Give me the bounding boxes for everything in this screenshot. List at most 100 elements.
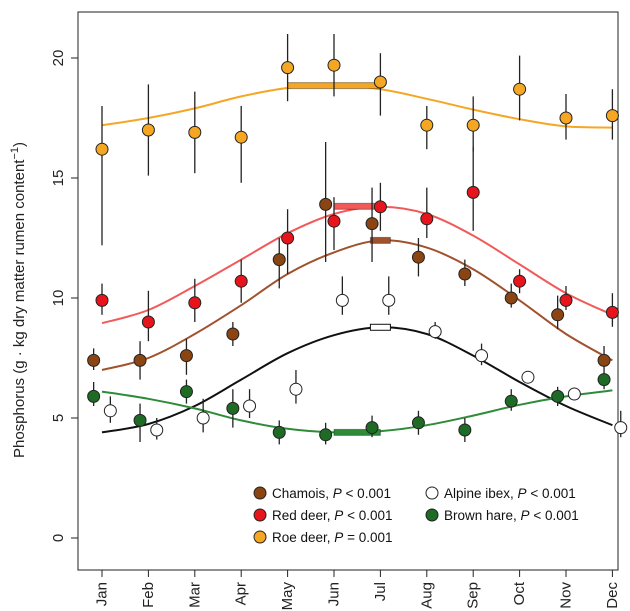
point-chamois [272, 253, 286, 267]
point-chamois [411, 250, 425, 264]
point-roe-deer [559, 111, 573, 125]
point-chamois [458, 267, 472, 281]
curve-chamois [101, 239, 613, 371]
legend-marker-alpine-ibex [425, 486, 439, 500]
point-red-deer [605, 305, 619, 319]
point-roe-deer [327, 58, 341, 72]
legend-marker-red-deer [253, 508, 267, 522]
point-brown-hare [87, 389, 101, 403]
y-axis-title: Phosphorus (g · kg dry matter rumen cont… [9, 142, 28, 458]
point-alpine-ibex [196, 411, 210, 425]
legend-label-brown-hare: Brown hare, P < 0.001 [444, 508, 579, 523]
plot-frame [77, 11, 619, 571]
point-roe-deer [141, 123, 155, 137]
peak-bar-red-deer [333, 202, 381, 210]
peak-bar-brown-hare [333, 428, 381, 436]
point-red-deer [95, 293, 109, 307]
y-tick-label: 10 [50, 290, 67, 307]
point-chamois [226, 327, 240, 341]
y-axis: 0 5 10 15 20 [50, 50, 78, 542]
point-alpine-ibex [521, 370, 535, 384]
curve-red-deer [101, 205, 613, 325]
x-tick-label: Jul [372, 582, 389, 601]
point-red-deer [281, 231, 295, 245]
x-tick-label: Sep [465, 582, 482, 609]
point-alpine-ibex [428, 325, 442, 339]
point-chamois [179, 349, 193, 363]
legend-series-name: Roe deer, [272, 530, 334, 545]
point-red-deer [559, 293, 573, 307]
x-axis: Jan Feb Mar Apr May Jun Jul Aug Sep Oct Nov Dec [94, 570, 621, 610]
x-tick-label: Feb [140, 582, 157, 608]
point-alpine-ibex [382, 293, 396, 307]
point-roe-deer [95, 142, 109, 156]
point-brown-hare [319, 428, 333, 442]
data-points [87, 58, 628, 442]
point-alpine-ibex [243, 399, 257, 413]
legend-series-name: Brown hare, [444, 508, 521, 523]
point-alpine-ibex [475, 349, 489, 363]
legend-p-value: = 0.001 [343, 530, 392, 545]
point-chamois [319, 197, 333, 211]
point-alpine-ibex [289, 382, 303, 396]
x-tick-label: Aug [418, 582, 435, 609]
point-red-deer [420, 212, 434, 226]
plot-border [77, 11, 619, 571]
x-tick-label: May [279, 582, 296, 611]
y-tick-label: 0 [50, 534, 67, 542]
y-axis-title-main: Phosphorus (g · kg dry matter rumen cont… [11, 159, 28, 458]
point-brown-hare [133, 413, 147, 427]
legend-marker-chamois [253, 486, 267, 500]
point-brown-hare [411, 416, 425, 430]
legend-p-value: < 0.001 [527, 486, 576, 501]
y-axis-title-end: ) [11, 142, 28, 147]
point-red-deer [327, 214, 341, 228]
legend-p-symbol: P [521, 508, 530, 523]
legend-series-name: Red deer, [272, 508, 334, 523]
y-tick-label: 5 [50, 414, 67, 422]
point-roe-deer [373, 75, 387, 89]
legend-p-value: < 0.001 [343, 508, 392, 523]
legend-series-name: Alpine ibex, [444, 486, 518, 501]
point-red-deer [466, 185, 480, 199]
x-tick-label: Dec [604, 582, 621, 609]
point-chamois [87, 353, 101, 367]
legend: Chamois, P < 0.001 Alpine ibex, P < 0.001… [253, 486, 579, 545]
point-red-deer [188, 296, 202, 310]
curve-roe-deer [101, 84, 613, 129]
legend-p-symbol: P [333, 486, 342, 501]
point-alpine-ibex [103, 404, 117, 418]
point-brown-hare [272, 425, 286, 439]
peak-bar-alpine-ibex [369, 323, 391, 331]
point-alpine-ibex [567, 387, 581, 401]
point-brown-hare [179, 385, 193, 399]
point-alpine-ibex [335, 293, 349, 307]
legend-marker-brown-hare [425, 508, 439, 522]
point-brown-hare [504, 394, 518, 408]
x-tick-label: Oct [511, 581, 528, 605]
point-roe-deer [605, 109, 619, 123]
legend-series-name: Chamois, [272, 486, 333, 501]
point-chamois [597, 353, 611, 367]
point-red-deer [234, 274, 248, 288]
legend-p-value: < 0.001 [530, 508, 579, 523]
y-tick-label: 20 [50, 50, 67, 67]
point-brown-hare [226, 401, 240, 415]
y-axis-title-sup: −1 [9, 147, 21, 160]
point-roe-deer [466, 118, 480, 132]
legend-p-symbol: P [518, 486, 527, 501]
point-chamois [133, 353, 147, 367]
legend-p-symbol: P [334, 530, 343, 545]
y-tick-label: 15 [50, 170, 67, 187]
x-tick-label: Jan [94, 582, 111, 606]
point-roe-deer [281, 61, 295, 75]
fitted-curves [101, 84, 613, 434]
point-roe-deer [420, 118, 434, 132]
point-chamois [365, 217, 379, 231]
legend-p-value: < 0.001 [342, 486, 391, 501]
legend-label-roe-deer: Roe deer, P = 0.001 [272, 530, 392, 545]
x-tick-label: Mar [186, 582, 203, 608]
curve-brown-hare [101, 389, 613, 434]
error-bars [92, 34, 622, 445]
x-tick-label: Nov [558, 582, 575, 609]
